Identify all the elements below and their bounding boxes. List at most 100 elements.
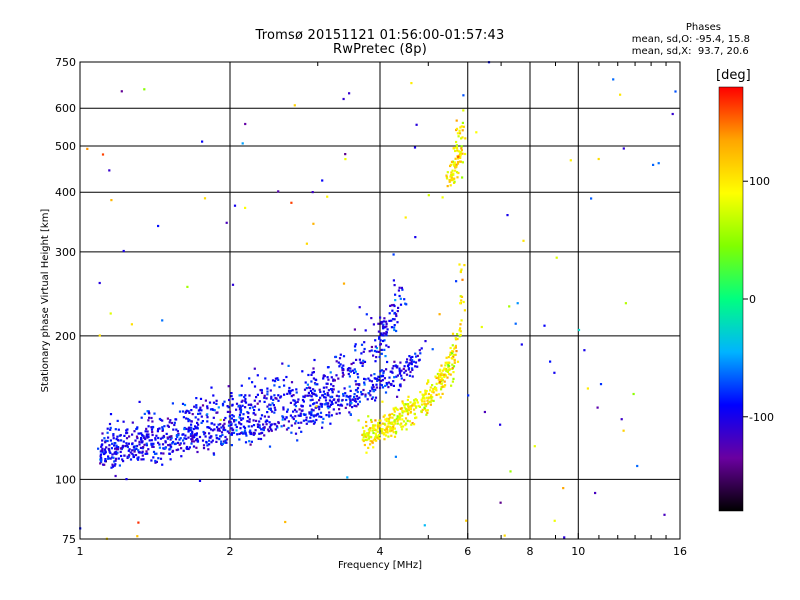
echo-point bbox=[108, 169, 111, 172]
echo-point bbox=[178, 438, 181, 441]
echo-point bbox=[313, 389, 316, 392]
echo-point bbox=[460, 295, 464, 298]
echo-point bbox=[191, 437, 194, 440]
echo-point bbox=[448, 368, 451, 371]
echo-point bbox=[386, 360, 389, 364]
echo-point bbox=[340, 404, 344, 407]
echo-point bbox=[203, 197, 207, 200]
echo-point bbox=[174, 438, 178, 441]
echo-point bbox=[302, 400, 305, 403]
echo-point bbox=[353, 345, 357, 348]
echo-point bbox=[342, 373, 345, 376]
echo-point bbox=[231, 432, 234, 435]
echo-point bbox=[362, 359, 365, 362]
echo-point bbox=[161, 427, 164, 431]
echo-point bbox=[355, 405, 358, 408]
echo-point bbox=[338, 412, 341, 415]
echo-point bbox=[394, 293, 397, 296]
echo-point bbox=[370, 380, 373, 383]
echo-point bbox=[318, 388, 321, 391]
echo-point bbox=[155, 452, 158, 455]
echo-point bbox=[632, 392, 635, 396]
echo-point bbox=[441, 373, 444, 376]
echo-point bbox=[206, 405, 209, 408]
y-tick-label: 100 bbox=[55, 473, 76, 486]
echo-point bbox=[391, 367, 394, 370]
echo-point bbox=[396, 321, 399, 324]
echo-point bbox=[307, 391, 310, 394]
echo-point bbox=[451, 332, 455, 335]
echo-point bbox=[105, 446, 108, 449]
echo-point bbox=[127, 455, 130, 458]
echo-point bbox=[369, 394, 372, 397]
echo-point bbox=[109, 451, 112, 454]
echo-point bbox=[225, 221, 228, 224]
echo-point bbox=[349, 404, 352, 407]
echo-point bbox=[375, 356, 378, 359]
echo-point bbox=[393, 435, 397, 438]
echo-point bbox=[268, 421, 271, 424]
echo-point bbox=[135, 444, 139, 448]
echo-point bbox=[229, 422, 232, 425]
echo-point bbox=[460, 125, 463, 128]
echo-point bbox=[401, 409, 404, 412]
echo-point bbox=[415, 406, 418, 409]
echo-point bbox=[211, 429, 215, 432]
echo-point bbox=[321, 426, 324, 429]
echo-point bbox=[624, 302, 627, 305]
echo-point bbox=[443, 385, 446, 388]
echo-point bbox=[265, 423, 268, 426]
echo-point bbox=[297, 421, 300, 424]
echo-point bbox=[427, 392, 430, 396]
echo-point bbox=[392, 425, 395, 429]
echo-point bbox=[217, 406, 220, 409]
echo-point bbox=[448, 180, 451, 183]
echo-point bbox=[439, 396, 442, 399]
echo-point bbox=[435, 376, 438, 379]
echo-point bbox=[131, 421, 134, 424]
echo-point bbox=[187, 430, 190, 433]
echo-point bbox=[281, 418, 284, 421]
x-tick-label: 10 bbox=[571, 545, 585, 558]
echo-point bbox=[260, 391, 264, 394]
echo-point bbox=[253, 367, 256, 370]
echo-point bbox=[366, 438, 369, 441]
echo-point bbox=[131, 452, 134, 455]
echo-point bbox=[198, 435, 202, 439]
echo-point bbox=[374, 419, 377, 422]
echo-point bbox=[392, 407, 395, 410]
echo-point bbox=[161, 463, 164, 466]
echo-point bbox=[212, 452, 215, 455]
echo-point bbox=[161, 319, 164, 322]
echo-point bbox=[190, 426, 193, 429]
echo-point bbox=[312, 409, 315, 412]
echo-point bbox=[120, 439, 123, 442]
echo-point bbox=[291, 389, 294, 392]
echo-point bbox=[403, 404, 406, 407]
echo-point bbox=[353, 371, 356, 374]
echo-point bbox=[150, 459, 153, 462]
echo-point bbox=[177, 434, 180, 437]
y-tick-label: 400 bbox=[55, 186, 76, 199]
echo-point bbox=[196, 450, 199, 454]
echo-point bbox=[423, 402, 426, 406]
echo-point bbox=[520, 343, 523, 346]
echo-point bbox=[195, 426, 199, 429]
echo-point bbox=[413, 403, 416, 406]
echo-point bbox=[107, 447, 110, 450]
echo-point bbox=[380, 427, 383, 431]
echo-point bbox=[378, 433, 381, 436]
echo-point bbox=[113, 444, 116, 447]
echo-point bbox=[186, 285, 189, 288]
echo-point bbox=[362, 350, 365, 353]
echo-point bbox=[335, 360, 338, 363]
echo-point bbox=[429, 395, 433, 398]
echo-point bbox=[350, 402, 353, 405]
echo-point bbox=[263, 415, 266, 418]
echo-point bbox=[220, 431, 224, 434]
echo-point bbox=[437, 376, 440, 379]
echo-point bbox=[114, 442, 117, 445]
echo-point bbox=[151, 420, 154, 423]
echo-point bbox=[157, 224, 160, 228]
echo-point bbox=[193, 433, 196, 436]
